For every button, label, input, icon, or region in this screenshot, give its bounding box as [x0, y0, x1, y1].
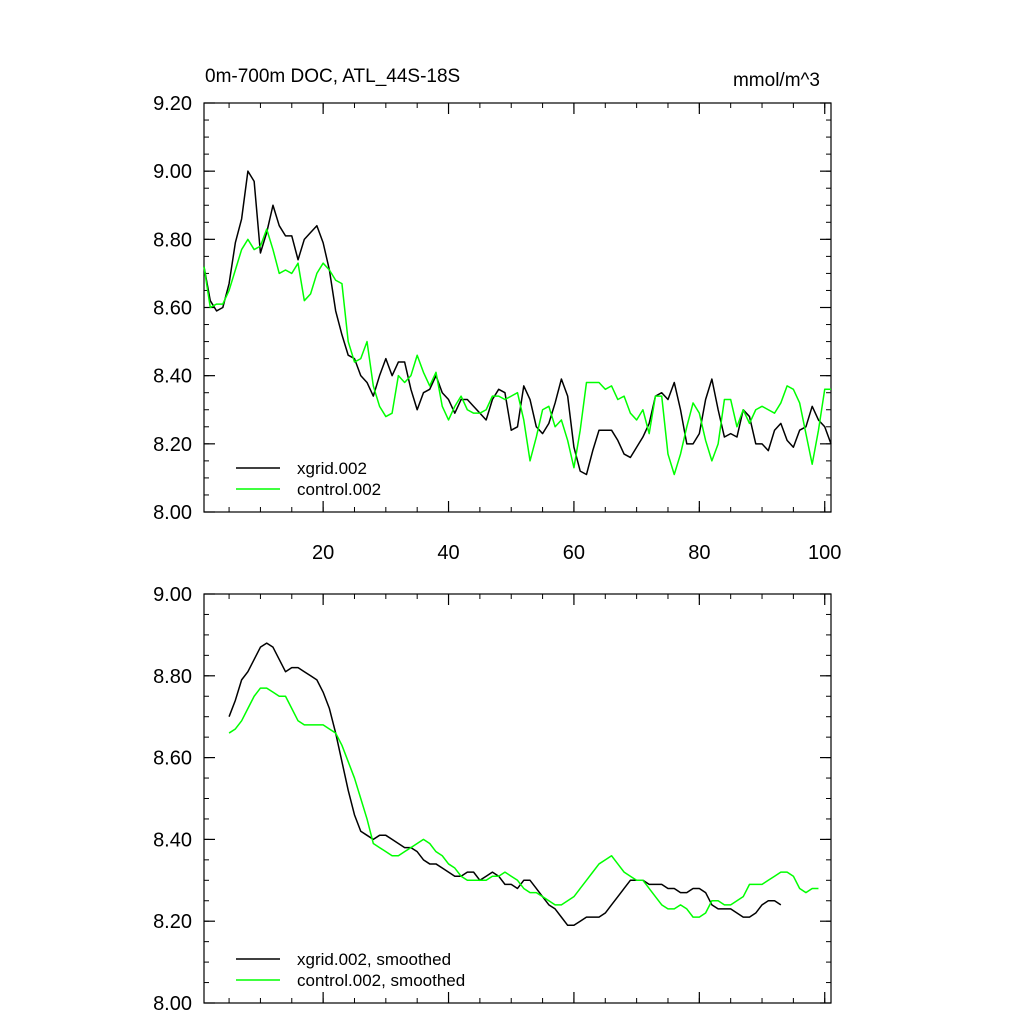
bottom-series-line-xgrid [228, 642, 782, 927]
top-x-tick-label: 80 [688, 542, 710, 564]
bottom-legend-label: xgrid.002, smoothed [297, 950, 451, 969]
top-x-tick-label: 60 [563, 542, 585, 564]
bottom-y-tick-label: 8.60 [153, 748, 192, 770]
bottom-series-line-control [228, 687, 819, 918]
bottom-y-tick-label: 8.40 [153, 829, 192, 851]
top-y-tick-label: 8.60 [153, 298, 192, 320]
top-plot-frame [203, 102, 832, 513]
units-label: mmol/m^3 [733, 70, 820, 91]
bottom-legend-label: control.002, smoothed [297, 971, 465, 990]
top-y-tick-label: 8.00 [153, 502, 192, 524]
top-series-line-xgrid [203, 170, 832, 476]
top-legend-label: xgrid.002 [297, 459, 367, 478]
top-x-tick-label: 20 [312, 542, 334, 564]
top-y-tick-label: 8.20 [153, 434, 192, 456]
top-legend-label: control.002 [297, 480, 381, 499]
bottom-plot-frame [203, 593, 832, 1004]
bottom-y-tick-label: 8.80 [153, 666, 192, 688]
top-y-tick-label: 9.00 [153, 161, 192, 183]
bottom-y-tick-label: 8.20 [153, 911, 192, 933]
top-x-tick-label: 40 [437, 542, 459, 564]
top-y-tick-label: 9.20 [153, 93, 192, 115]
top-y-tick-label: 8.80 [153, 229, 192, 251]
bottom-y-tick-label: 8.00 [153, 993, 192, 1015]
chart-title: 0m-700m DOC, ATL_44S-18S [205, 66, 460, 87]
bottom-y-tick-label: 9.00 [153, 584, 192, 606]
top-y-tick-label: 8.40 [153, 366, 192, 388]
top-series-line-control [203, 228, 831, 476]
top-panel: 0m-700m DOC, ATL_44S-18S mmol/m^3 8.00 8.… [153, 66, 841, 564]
bottom-panel: 8.00 8.20 8.40 8.60 8.80 9.00 xgrid.002, smoot… [153, 584, 832, 1015]
top-x-tick-label: 100 [808, 542, 841, 564]
